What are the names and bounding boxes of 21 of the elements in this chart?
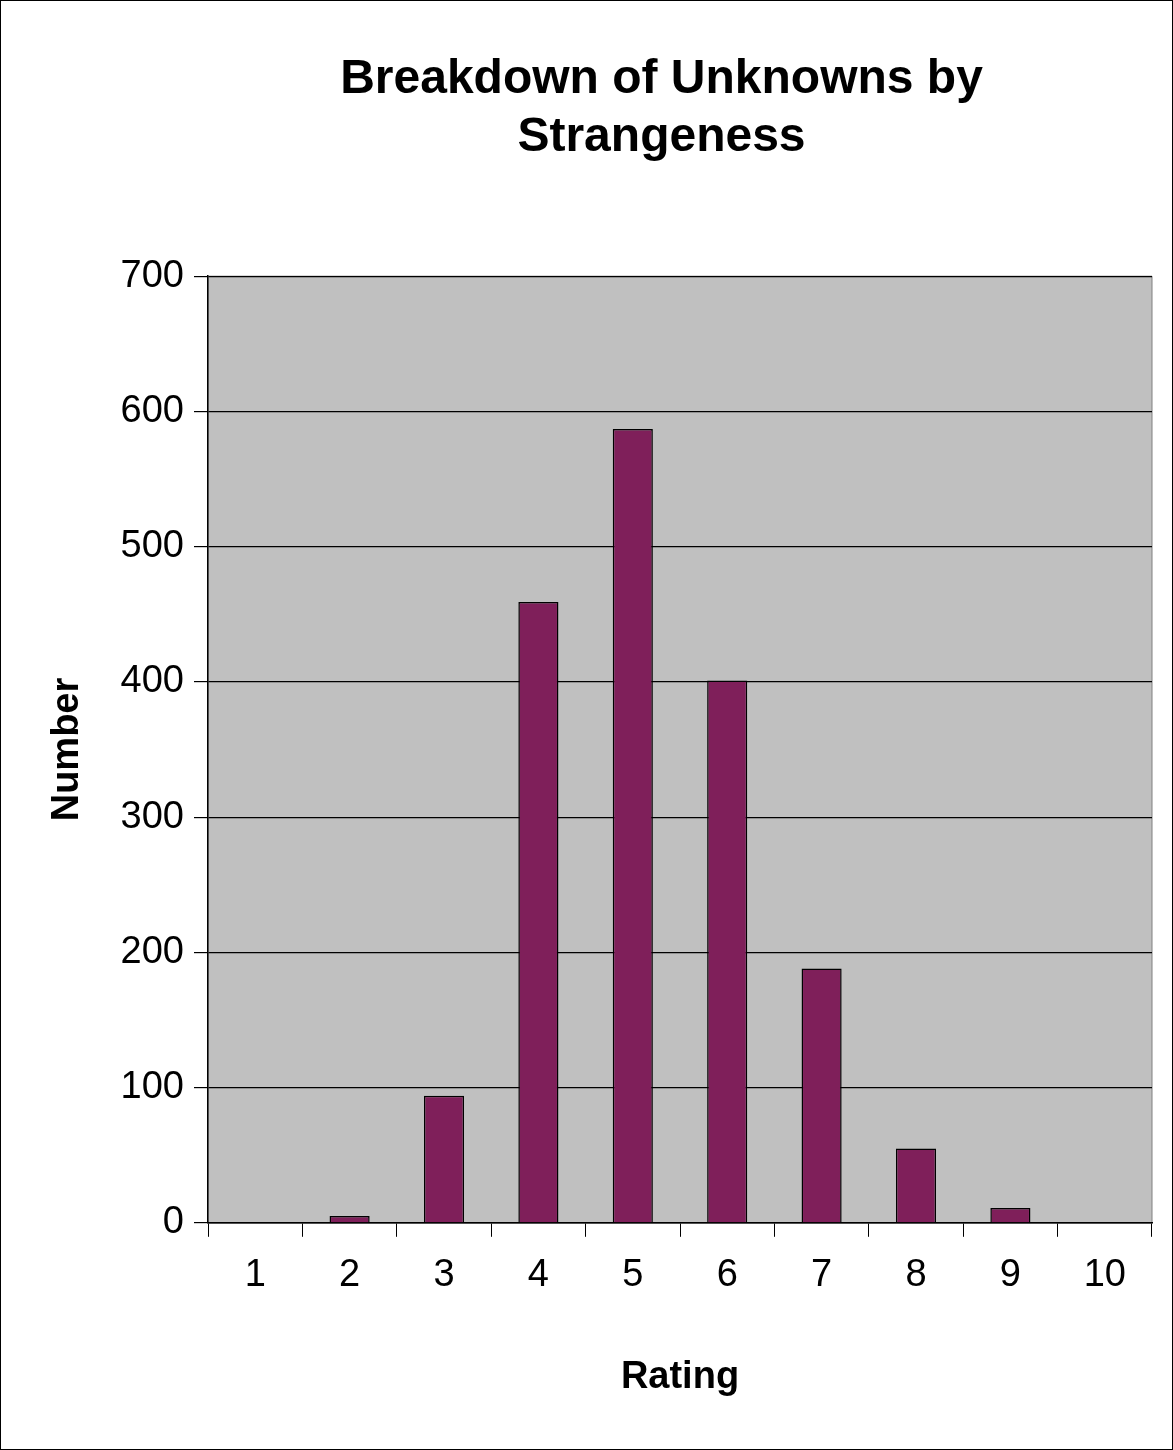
- y-tick-label: 500: [120, 523, 184, 566]
- y-tick-label: 700: [120, 252, 184, 295]
- x-tick-label: 10: [1083, 1252, 1126, 1295]
- x-tick-label: 2: [339, 1252, 361, 1295]
- y-tick-label: 200: [120, 928, 184, 971]
- y-tick-label: 300: [120, 793, 184, 836]
- x-tick-label: 5: [622, 1252, 644, 1295]
- y-axis-title: Number: [44, 677, 87, 822]
- y-tick-label: 0: [162, 1199, 184, 1242]
- x-tick-label: 6: [716, 1252, 738, 1295]
- chart-title: Breakdown of Unknowns by Strangeness: [340, 50, 984, 161]
- x-axis-title: Rating: [620, 1353, 740, 1396]
- x-tick-label: 4: [527, 1252, 549, 1295]
- x-tick-label: 7: [811, 1252, 833, 1295]
- x-tick-label: 3: [433, 1252, 455, 1295]
- x-tick-label: 1: [244, 1252, 266, 1295]
- y-tick-label: 600: [120, 387, 184, 430]
- x-tick-label: 8: [905, 1252, 927, 1295]
- x-tick-label: 9: [999, 1252, 1021, 1295]
- y-tick-label: 100: [120, 1064, 184, 1107]
- y-tick-label: 400: [120, 658, 184, 701]
